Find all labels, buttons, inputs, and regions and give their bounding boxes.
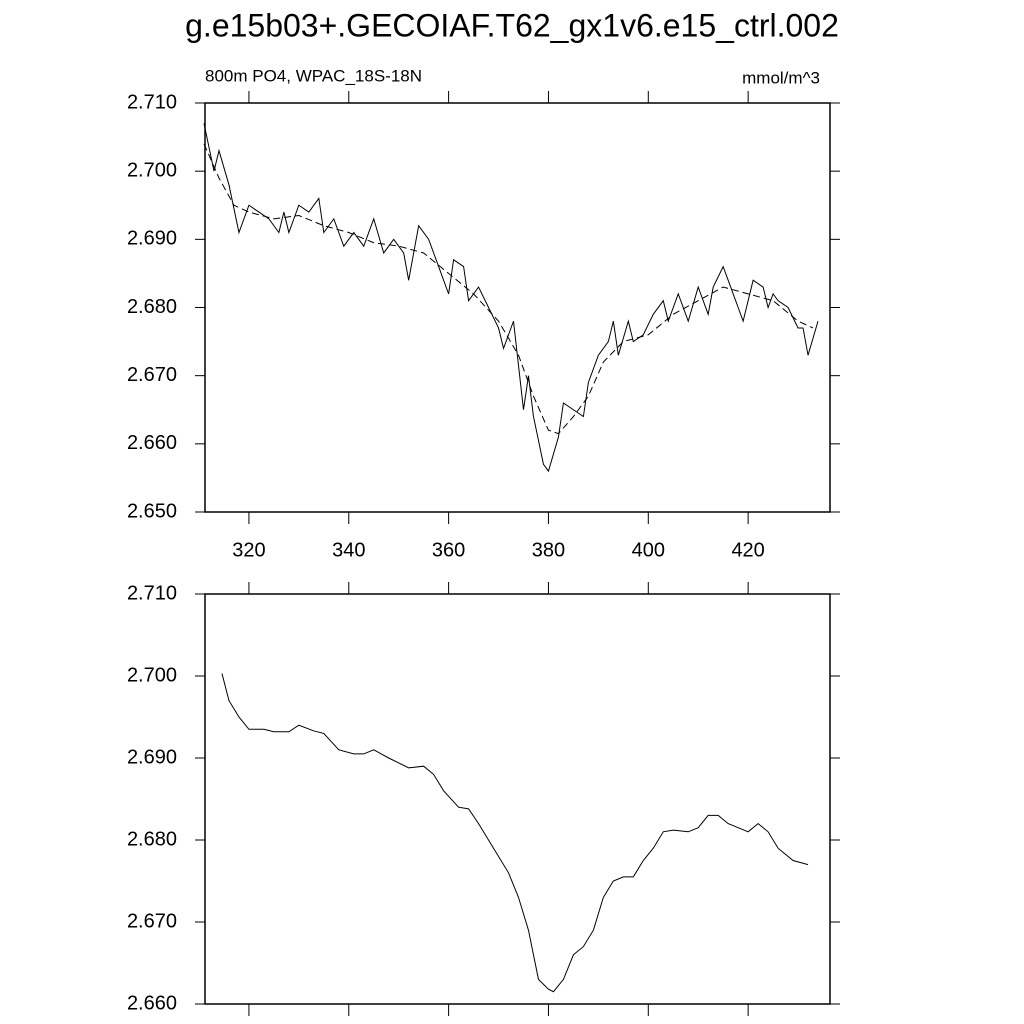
x-tick-label: 340	[332, 539, 365, 561]
y-tick-label: 2.680	[127, 296, 177, 318]
x-tick-label: 380	[532, 539, 565, 561]
left-string: 800m PO4, WPAC_18S-18N	[205, 66, 422, 85]
data-line	[221, 673, 809, 993]
chart-title: g.e15b03+.GECOIAF.T62_gx1v6.e15_ctrl.002	[185, 7, 839, 43]
y-tick-label: 2.670	[127, 364, 177, 386]
plot-frame	[204, 102, 831, 513]
x-tick-label: 420	[731, 539, 764, 561]
y-tick-label: 2.700	[127, 664, 177, 686]
y-tick-label: 2.670	[127, 910, 177, 932]
data-line	[203, 143, 814, 435]
x-tick-label: 400	[632, 539, 665, 561]
y-tick-label: 2.650	[127, 500, 177, 522]
x-tick-label: 320	[232, 539, 265, 561]
y-tick-label: 2.660	[127, 432, 177, 454]
plot-frame	[204, 593, 831, 1005]
right-string: mmol/m^3	[742, 68, 820, 87]
y-tick-label: 2.680	[127, 828, 177, 850]
y-tick-label: 2.690	[127, 746, 177, 768]
y-tick-label: 2.700	[127, 159, 177, 181]
x-tick-label: 360	[432, 539, 465, 561]
y-tick-label: 2.710	[127, 582, 177, 604]
y-tick-label: 2.710	[127, 91, 177, 113]
y-tick-label: 2.660	[127, 992, 177, 1014]
y-tick-label: 2.690	[127, 228, 177, 250]
data-line	[203, 123, 819, 473]
